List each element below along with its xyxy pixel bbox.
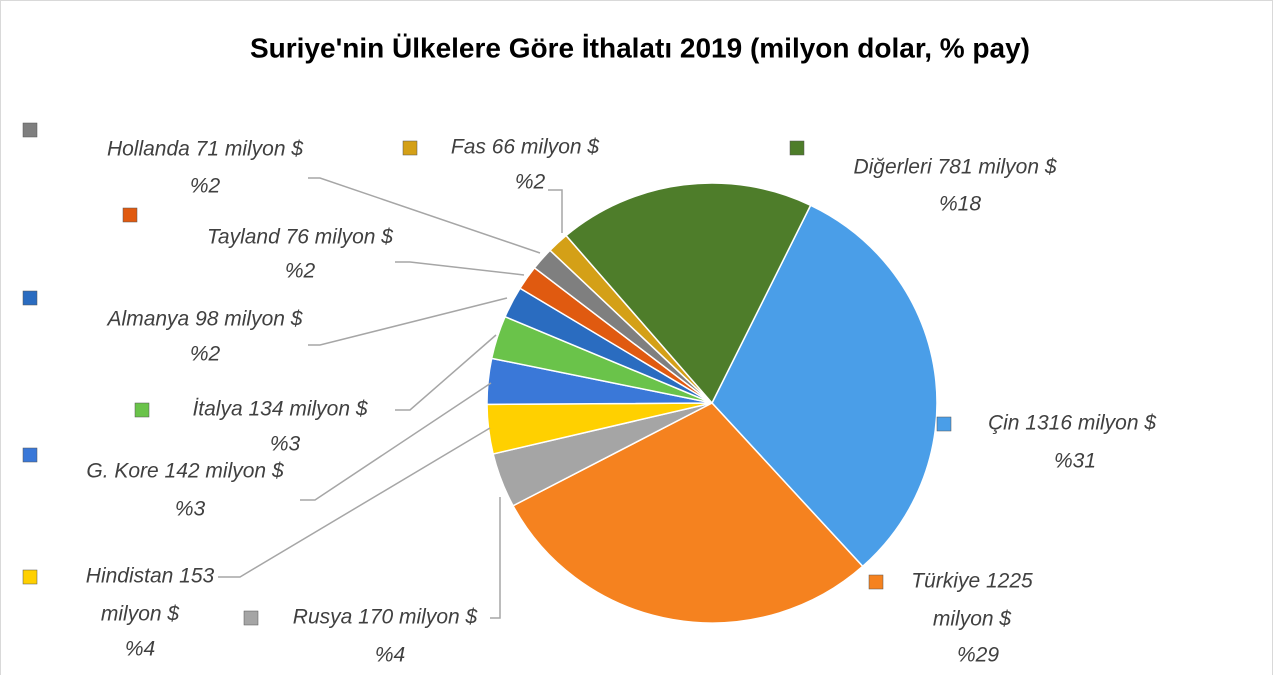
data-label: Fas 66 milyon $ [451, 136, 600, 159]
leader-line [395, 334, 497, 411]
legend-marker [22, 447, 38, 463]
data-label: milyon $ [933, 608, 1012, 631]
leader-line [218, 427, 491, 578]
data-label: Çin 1316 milyon $ [988, 412, 1156, 435]
percent-label: %29 [957, 644, 999, 667]
data-label: Hindistan 153 [86, 565, 215, 588]
data-label: milyon $ [101, 603, 180, 626]
legend-marker [22, 122, 38, 138]
legend-marker [22, 569, 38, 585]
data-label: Rusya 170 milyon $ [293, 606, 478, 629]
percent-label: %3 [175, 498, 206, 521]
data-label: Almanya 98 milyon $ [106, 308, 303, 331]
percent-label: %3 [270, 433, 301, 456]
data-label: Diğerleri 781 milyon $ [853, 156, 1056, 179]
legend-marker [122, 207, 138, 223]
leader-line [548, 189, 563, 233]
percent-label: %2 [515, 171, 546, 194]
legend-marker [868, 574, 884, 590]
data-label: G. Kore 142 milyon $ [86, 460, 284, 483]
percent-label: %2 [285, 260, 316, 283]
percent-label: %4 [125, 638, 155, 661]
legend-marker [789, 140, 805, 156]
pie-slice [564, 182, 812, 405]
percent-label: %2 [190, 343, 221, 366]
leader-line [300, 382, 492, 501]
legend-marker [402, 140, 418, 156]
percent-label: %18 [939, 193, 981, 216]
percent-label: %31 [1054, 450, 1096, 473]
chart-title: Suriye'nin Ülkelere Göre İthalatı 2019 (… [250, 32, 1030, 63]
leader-line [490, 497, 501, 619]
leader-line [395, 261, 525, 276]
pie-slice [512, 402, 864, 624]
data-label: Tayland 76 milyon $ [207, 226, 393, 249]
leader-line [308, 297, 508, 346]
legend-marker [22, 290, 38, 306]
legend-marker [936, 416, 952, 432]
data-label: İtalya 134 milyon $ [192, 398, 367, 421]
data-label: Türkiye 1225 [911, 570, 1033, 593]
legend-marker [134, 402, 150, 418]
percent-label: %4 [375, 644, 405, 667]
legend-marker [243, 610, 259, 626]
leader-line [308, 177, 541, 254]
data-label: Hollanda 71 milyon $ [107, 138, 303, 161]
pie-slice [711, 204, 938, 568]
percent-label: %2 [190, 175, 221, 198]
